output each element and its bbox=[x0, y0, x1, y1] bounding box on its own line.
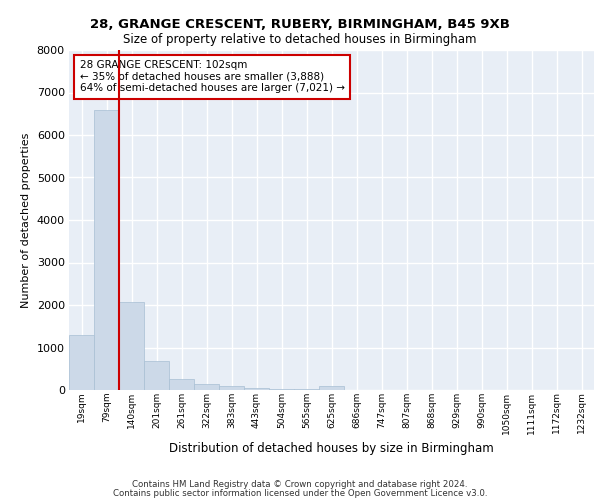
X-axis label: Distribution of detached houses by size in Birmingham: Distribution of detached houses by size … bbox=[169, 442, 494, 455]
Bar bbox=[169, 378, 194, 390]
Text: Contains public sector information licensed under the Open Government Licence v3: Contains public sector information licen… bbox=[113, 489, 487, 498]
Bar bbox=[144, 360, 169, 390]
Bar bbox=[119, 302, 144, 390]
Bar bbox=[269, 388, 294, 390]
Bar bbox=[294, 389, 319, 390]
Text: 28 GRANGE CRESCENT: 102sqm
← 35% of detached houses are smaller (3,888)
64% of s: 28 GRANGE CRESCENT: 102sqm ← 35% of deta… bbox=[79, 60, 344, 94]
Text: Contains HM Land Registry data © Crown copyright and database right 2024.: Contains HM Land Registry data © Crown c… bbox=[132, 480, 468, 489]
Bar bbox=[219, 386, 244, 390]
Y-axis label: Number of detached properties: Number of detached properties bbox=[21, 132, 31, 308]
Bar bbox=[69, 335, 94, 390]
Bar bbox=[244, 388, 269, 390]
Bar bbox=[194, 384, 219, 390]
Text: Size of property relative to detached houses in Birmingham: Size of property relative to detached ho… bbox=[123, 32, 477, 46]
Bar bbox=[319, 386, 344, 390]
Text: 28, GRANGE CRESCENT, RUBERY, BIRMINGHAM, B45 9XB: 28, GRANGE CRESCENT, RUBERY, BIRMINGHAM,… bbox=[90, 18, 510, 30]
Bar bbox=[94, 110, 119, 390]
